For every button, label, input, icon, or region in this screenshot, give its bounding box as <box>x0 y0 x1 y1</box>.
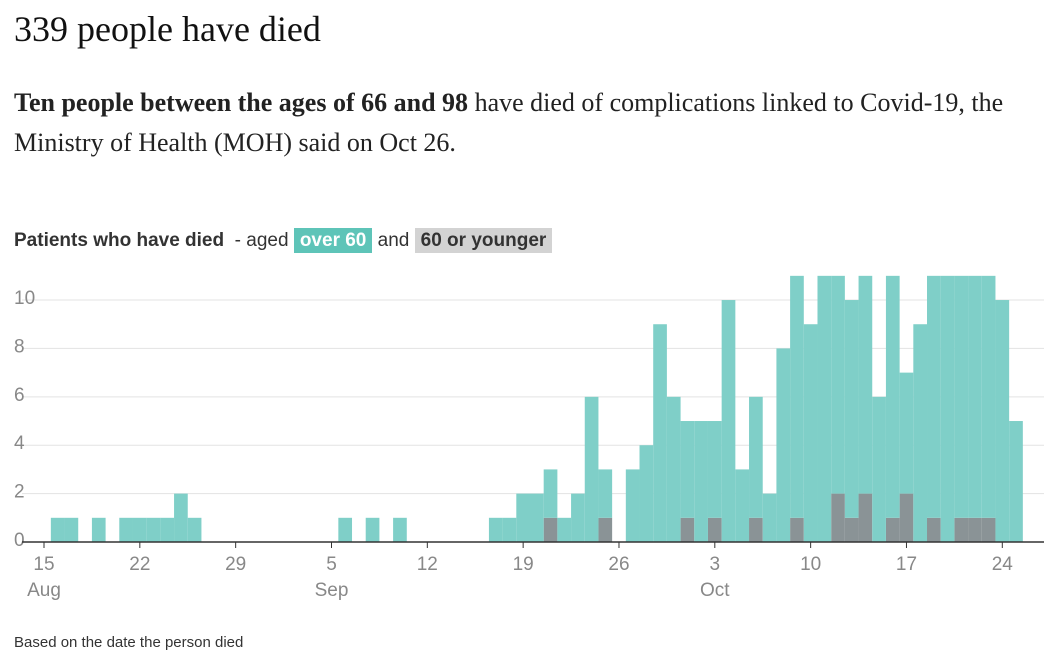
bar <box>913 324 928 542</box>
bar <box>338 517 353 542</box>
bar <box>707 517 722 542</box>
bar <box>598 517 613 542</box>
bar <box>160 517 175 542</box>
x-tick-label: 10 <box>800 554 821 575</box>
bar <box>885 517 900 542</box>
bar <box>831 275 845 494</box>
subtitle: Ten people between the ages of 66 and 98… <box>14 83 1034 163</box>
bar <box>707 421 722 518</box>
bar <box>132 517 147 542</box>
bar <box>981 275 996 518</box>
x-tick-label: 29 <box>225 554 246 575</box>
bar <box>543 469 558 518</box>
bar <box>858 493 873 542</box>
bar <box>571 493 585 542</box>
legend-entry: over 60 <box>293 228 373 253</box>
legend-text: - aged <box>234 230 289 251</box>
x-tick-label: 26 <box>608 554 629 575</box>
bar <box>872 396 886 542</box>
subtitle-bold: Ten people between the ages of 66 and 98 <box>14 88 469 117</box>
bar <box>529 493 544 542</box>
bar <box>146 517 161 542</box>
bar <box>119 517 133 542</box>
bar <box>187 517 202 542</box>
bar <box>995 300 1010 542</box>
x-tick-label: 15 <box>33 554 54 575</box>
bar <box>365 517 380 542</box>
bar <box>694 421 708 542</box>
x-tick-label: 17 <box>896 554 917 575</box>
legend-entry: 60 or younger <box>414 228 553 253</box>
bar <box>639 445 654 542</box>
x-tick-label: 24 <box>992 554 1014 575</box>
bar <box>776 348 791 542</box>
bar <box>981 517 996 542</box>
bar <box>803 324 818 542</box>
bar <box>666 396 681 542</box>
bar <box>968 517 982 542</box>
bar <box>927 517 941 542</box>
x-month-label: Aug <box>27 580 61 601</box>
bar <box>721 300 736 542</box>
bar <box>735 469 750 542</box>
bar <box>968 275 982 518</box>
bar <box>790 275 804 518</box>
bar <box>584 396 599 542</box>
y-tick-label: 6 <box>14 385 25 406</box>
bar <box>625 469 640 542</box>
bar <box>940 275 955 542</box>
footnote: Based on the date the person died <box>14 634 244 651</box>
y-tick-label: 0 <box>14 530 25 551</box>
bar <box>516 493 530 542</box>
x-tick-label: 5 <box>326 554 337 575</box>
title: 339 people have died <box>14 9 321 49</box>
bar <box>174 493 188 542</box>
bar <box>488 517 503 542</box>
y-tick-label: 2 <box>14 482 25 503</box>
bar <box>680 421 695 518</box>
bar <box>831 493 845 542</box>
bar <box>50 517 65 542</box>
bar <box>1009 421 1023 542</box>
bar <box>653 324 667 542</box>
x-month-label: Sep <box>315 580 349 601</box>
bar <box>749 517 763 542</box>
x-tick-label: 12 <box>417 554 438 575</box>
legend-text: and <box>377 230 410 251</box>
bar <box>817 275 832 542</box>
x-tick-label: 19 <box>513 554 534 575</box>
bar <box>543 517 558 542</box>
bar <box>885 275 900 518</box>
bar <box>502 517 517 542</box>
bar <box>749 396 763 518</box>
bar <box>954 275 969 518</box>
bar <box>844 300 859 518</box>
y-tick-label: 10 <box>14 288 35 309</box>
y-tick-label: 8 <box>14 336 25 357</box>
bar <box>393 517 407 542</box>
x-month-label: Oct <box>700 580 730 601</box>
bar <box>762 493 777 542</box>
bar <box>927 275 941 518</box>
bar <box>64 517 79 542</box>
bar <box>598 469 613 518</box>
bar <box>899 493 914 542</box>
bar <box>91 517 106 542</box>
bar <box>844 517 859 542</box>
bar <box>858 275 873 494</box>
bar <box>790 517 804 542</box>
bar <box>557 517 572 542</box>
legend: Patients who have died - aged over 60 an… <box>14 228 553 253</box>
bar <box>899 372 914 494</box>
subtitle-rest: have died of complications linked to Cov… <box>14 88 1004 157</box>
legend-title: Patients who have died <box>14 230 225 251</box>
y-tick-label: 4 <box>14 433 25 454</box>
x-tick-label: 3 <box>710 554 721 575</box>
bar <box>954 517 969 542</box>
bar <box>680 517 695 542</box>
x-tick-label: 22 <box>129 554 150 575</box>
